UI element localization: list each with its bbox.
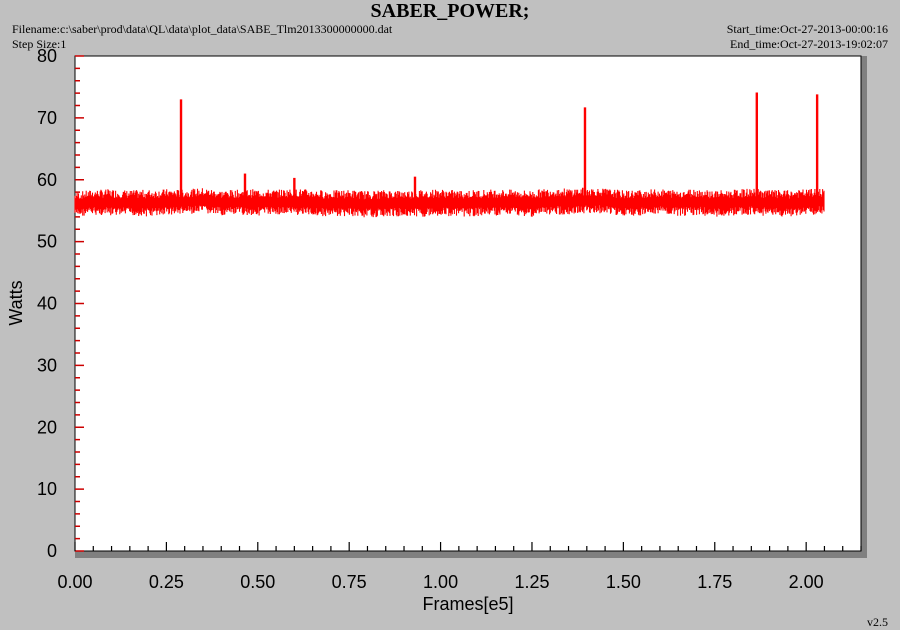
end-time-label: End_time:Oct-27-2013-19:02:07 [730, 37, 888, 51]
series-noise-band [74, 187, 825, 218]
start-time-label: Start_time:Oct-27-2013-00:00:16 [726, 22, 888, 36]
version-label: v2.5 [867, 615, 888, 629]
filename-label: Filename:c:\saber\prod\data\QL\data\plot… [12, 22, 393, 36]
y-axis-label: Watts [6, 280, 26, 325]
x-tick-label: 2.00 [789, 572, 824, 592]
plot-area [74, 55, 862, 552]
series-spikes [179, 92, 819, 202]
x-tick-label: 0.75 [332, 572, 367, 592]
step-size-label: Step Size:1 [12, 37, 67, 51]
y-tick-label: 40 [37, 294, 57, 314]
series-band [74, 187, 825, 218]
y-tick-label: 10 [37, 479, 57, 499]
y-tick-label: 60 [37, 170, 57, 190]
y-tick-label: 0 [47, 541, 57, 561]
x-tick-label: 0.00 [57, 572, 92, 592]
y-tick-label: 80 [37, 46, 57, 66]
x-tick-label: 0.50 [240, 572, 275, 592]
tick-labels: 0 10 20 30 40 50 60 70 80 0.00 0.25 0.50 0.75 1.00 1.2… [37, 46, 824, 592]
x-tick-label: 1.00 [423, 572, 458, 592]
y-tick-label: 30 [37, 355, 57, 375]
axis-ticks [74, 55, 862, 552]
x-tick-label: 1.25 [514, 572, 549, 592]
x-tick-label: 1.50 [606, 572, 641, 592]
y-tick-label: 50 [37, 232, 57, 252]
chart-title: SABER_POWER; [370, 0, 530, 22]
x-tick-label: 1.75 [697, 572, 732, 592]
x-tick-label: 0.25 [149, 572, 184, 592]
y-tick-label: 20 [37, 417, 57, 437]
y-tick-label: 70 [37, 108, 57, 128]
x-axis-label: Frames[e5] [422, 594, 513, 614]
